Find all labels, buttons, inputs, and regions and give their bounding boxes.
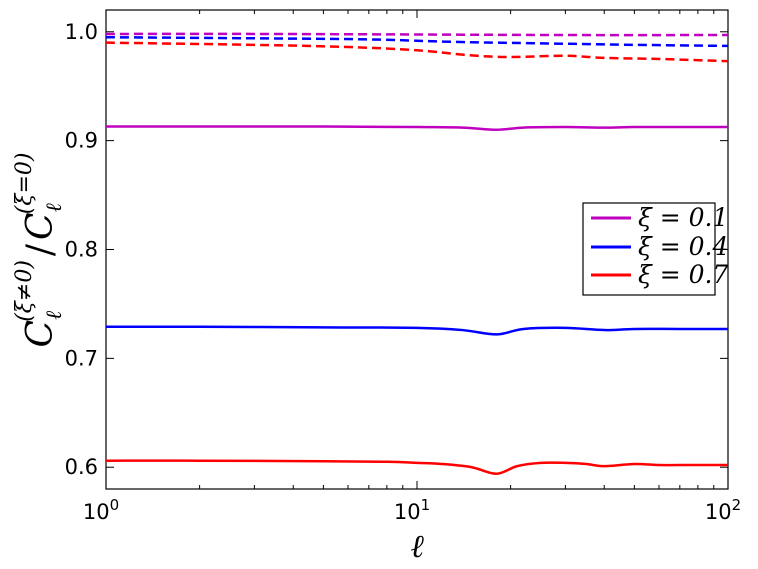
series-line-0 [106,125,728,131]
x-tick-label-2: 102 [705,496,741,524]
x-tick-label-1: 101 [394,496,430,524]
y-tick-label-3: 0.9 [65,129,98,153]
series-line-2 [105,325,728,336]
y-axis-label: Cℓ (ξ≠0) / Cℓ (ξ=0) [12,152,67,347]
y-label-superscript-denominator: (ξ=0) [12,152,37,214]
y-label-symbol-denominator: C [20,212,61,240]
series-line-3 [105,35,729,48]
y-label-slash: / [20,243,61,256]
x-tick-label-0: 100 [83,496,119,524]
legend-label-xi-0.1: ξ = 0.1 [638,203,728,232]
y-tick-label-4: 1.0 [65,20,98,44]
svg-text:Cℓ(ξ≠0)/Cℓ(ξ=0): Cℓ (ξ≠0) / Cℓ (ξ=0) [12,152,67,347]
series-layer [105,32,729,476]
legend: ξ = 0.1 ξ = 0.4 ξ = 0.7 [582,202,728,296]
y-tick-label-1: 0.7 [65,346,98,370]
legend-label-xi-0.4: ξ = 0.4 [638,232,728,261]
ticks-layer [105,10,729,489]
labels-layer: 0.6 0.7 0.8 0.9 1.0 100 101 102 [65,20,742,524]
y-tick-label-2: 0.8 [65,238,98,262]
y-label-superscript-numerator: (ξ≠0) [12,260,37,322]
y-label-subscript-denominator: ℓ [42,202,67,212]
y-tick-label-0: 0.6 [65,455,98,479]
series-line-4 [105,459,728,476]
series-line-5 [105,41,729,63]
y-label-symbol: C [20,320,61,348]
legend-label-xi-0.7: ξ = 0.7 [638,260,728,289]
y-label-subscript: ℓ [42,310,67,320]
x-axis-label: ℓ [410,527,424,565]
series-line-1 [105,32,729,37]
